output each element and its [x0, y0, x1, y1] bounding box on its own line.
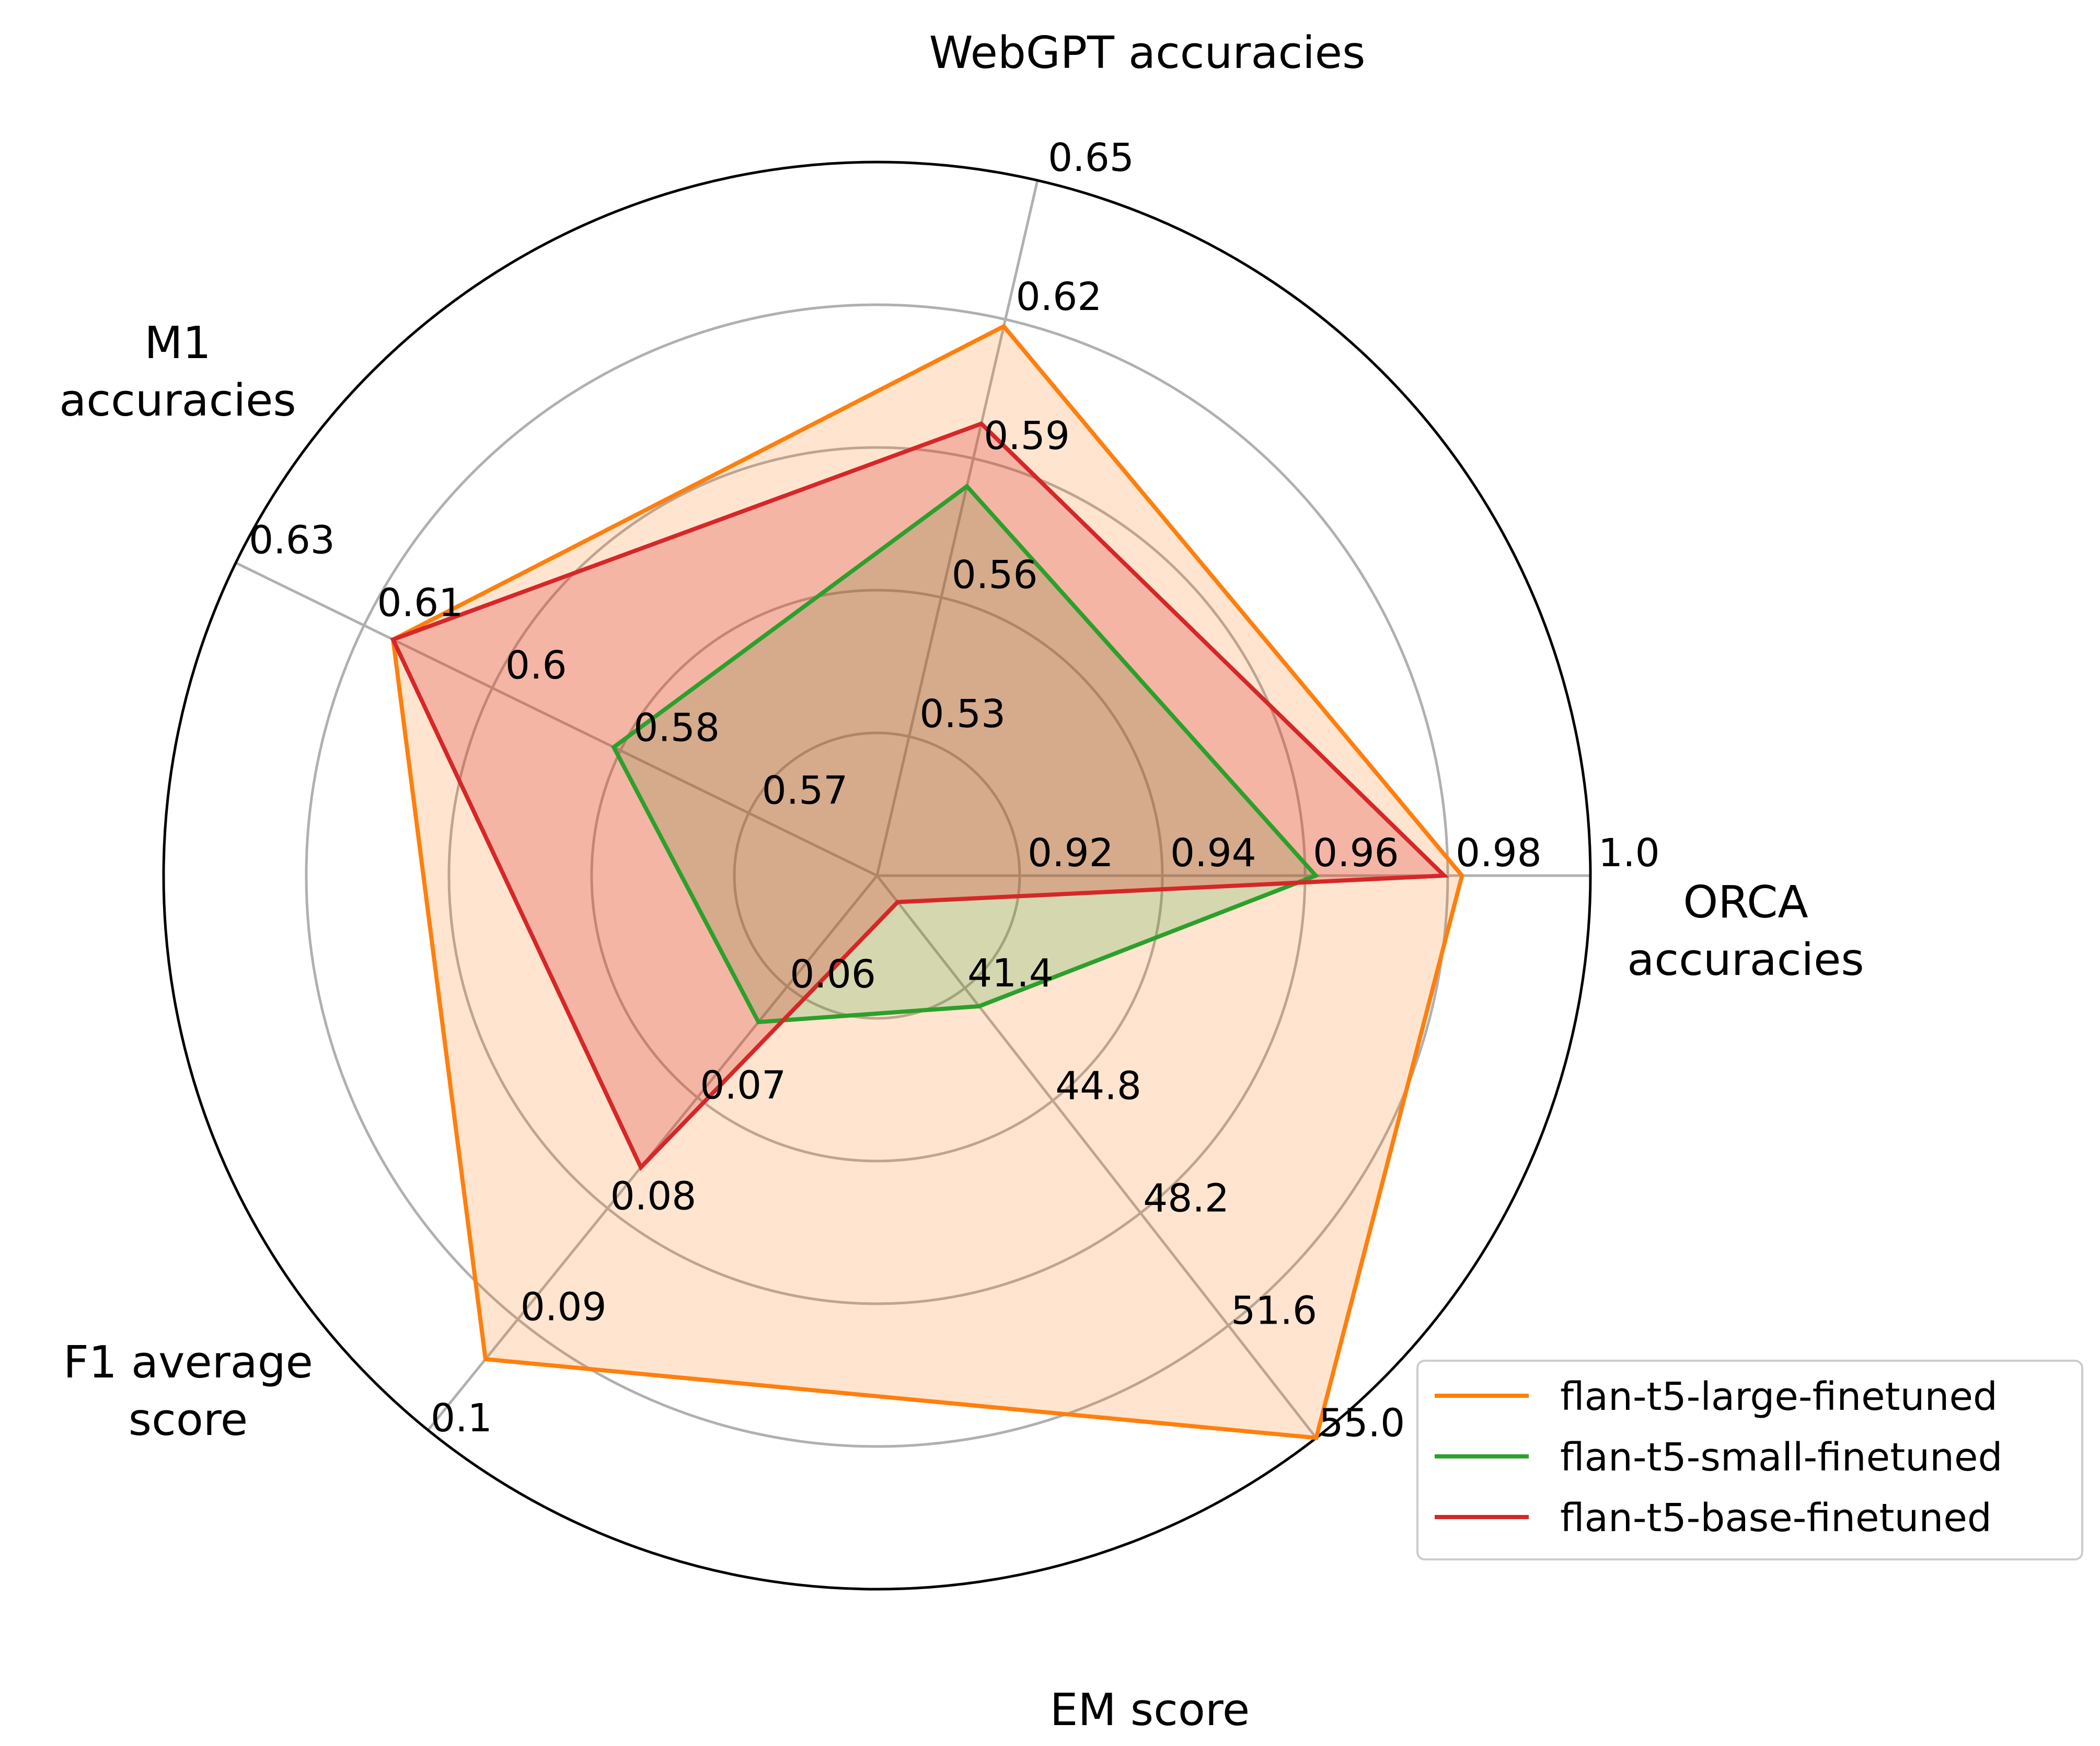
- tick-label-axis5-4: 51.6: [1231, 1289, 1317, 1334]
- legend-entry-large: flan-t5-large-finetuned: [1435, 1374, 1998, 1419]
- axis-label-2: WebGPT accuracies: [929, 27, 1366, 79]
- grid: [162, 160, 1592, 1591]
- series-point-large-5: [1314, 1435, 1319, 1440]
- tick-label-axis2-1: 0.53: [919, 692, 1006, 737]
- tick-label-axis1-3: 0.96: [1313, 831, 1399, 876]
- series-point-small-4: [756, 1020, 761, 1025]
- tick-label-axis4-3: 0.08: [610, 1174, 697, 1219]
- series-point-large-4: [483, 1357, 488, 1361]
- legend: flan-t5-large-finetuned flan-t5-small-fi…: [1416, 1360, 2083, 1560]
- axis-label-3-line1: M1: [144, 317, 211, 369]
- tick-label-axis1-4: 0.98: [1456, 831, 1542, 876]
- series-line-small: [611, 483, 1320, 1025]
- tick-label-axis3-5: 0.63: [249, 518, 335, 563]
- axis-spoke-2: [875, 180, 1039, 876]
- legend-label-small: flan-t5-small-finetuned: [1560, 1435, 2003, 1480]
- tick-label-axis1-2: 0.94: [1170, 831, 1256, 876]
- tick-label-axis1-5: 1.0: [1598, 831, 1660, 876]
- tick-label-axis3-2: 0.58: [633, 706, 720, 751]
- series-fill-small: [614, 486, 1316, 1023]
- axis-label-1-line2: accuracies: [1627, 934, 1864, 986]
- axis-label-3-line2: accuracies: [59, 375, 296, 427]
- legend-entry-base: flan-t5-base-finetuned: [1435, 1496, 1992, 1541]
- series-point-base-1: [1442, 874, 1447, 878]
- axis-label-4-line1: F1 average: [63, 1337, 313, 1388]
- series-point-base-5: [895, 900, 900, 904]
- series-point-small-5: [977, 1004, 982, 1008]
- tick-label-axis2-4: 0.62: [1016, 274, 1102, 319]
- series-point-base-3: [391, 637, 396, 642]
- tick-label-axis2-5: 0.65: [1048, 135, 1134, 180]
- tick-label-axis2-2: 0.56: [952, 553, 1038, 598]
- tick-label-axis5-2: 44.8: [1055, 1063, 1141, 1108]
- series-point-small-3: [611, 745, 616, 750]
- axis-spoke-3: [235, 561, 878, 877]
- series-point-large-1: [1460, 874, 1464, 878]
- axis-spoke-5: [876, 875, 1318, 1439]
- series-point-large-2: [1001, 324, 1006, 329]
- outer-frame: [162, 160, 1592, 1591]
- series-point-base-4: [639, 1165, 643, 1169]
- axis-labels: ORCA accuracies WebGPT accuracies M1 accurac…: [59, 27, 1864, 1736]
- tick-label-axis3-1: 0.57: [762, 768, 848, 813]
- tick-label-axis4-4: 0.09: [521, 1285, 607, 1330]
- tick-label-axis2-3: 0.59: [984, 413, 1070, 458]
- tick-label-axis5-1: 41.4: [967, 951, 1054, 996]
- tick-label-axis4-1: 0.06: [790, 952, 876, 997]
- series-layer: [390, 324, 1464, 1440]
- axis-label-1-line1: ORCA: [1683, 877, 1808, 928]
- series-line-large: [390, 324, 1464, 1440]
- tick-label-axis1-1: 0.92: [1028, 831, 1114, 876]
- axis-label-4-line2: score: [129, 1394, 248, 1446]
- tick-label-axis5-5: 55.0: [1319, 1401, 1405, 1446]
- series-point-base-2: [979, 421, 984, 426]
- axis-label-5: EM score: [1050, 1684, 1250, 1736]
- tick-labels: 0.92 0.94 0.96 0.98 1.0 0.53 0.56 0.59 0.62 0.65 0…: [249, 135, 1660, 1446]
- series-fill-large: [393, 326, 1462, 1438]
- tick-label-axis5-3: 48.2: [1143, 1176, 1229, 1221]
- legend-entry-small: flan-t5-small-finetuned: [1435, 1435, 2003, 1480]
- series-point-small-1: [1313, 874, 1318, 878]
- series-line-base: [390, 421, 1449, 1171]
- tick-label-axis4-5: 0.1: [431, 1396, 492, 1441]
- tick-label-axis4-2: 0.07: [700, 1063, 786, 1108]
- series-fill-base: [393, 423, 1445, 1167]
- legend-frame: [1416, 1360, 2083, 1560]
- series-point-small-2: [965, 484, 969, 489]
- tick-label-axis3-4: 0.61: [377, 580, 464, 625]
- tick-label-axis3-3: 0.6: [505, 643, 567, 688]
- legend-label-base: flan-t5-base-finetuned: [1560, 1496, 1992, 1541]
- legend-label-large: flan-t5-large-finetuned: [1560, 1374, 1998, 1419]
